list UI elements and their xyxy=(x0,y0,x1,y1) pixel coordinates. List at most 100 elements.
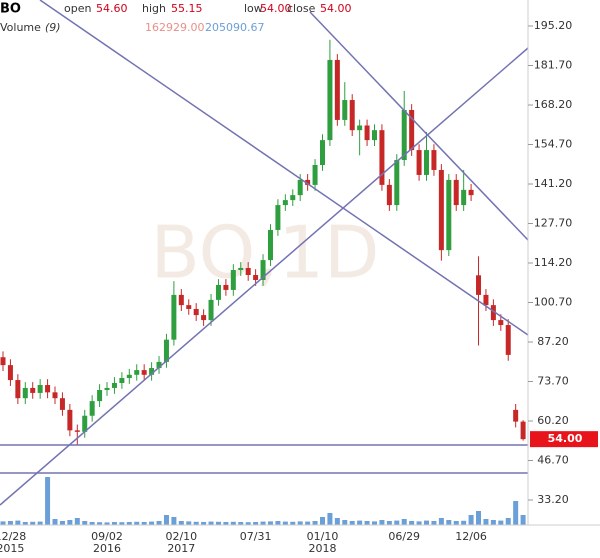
candle-body xyxy=(223,284,229,290)
candle-body xyxy=(461,189,467,206)
y-tick-label: 168.20 xyxy=(534,98,573,111)
volume-bar xyxy=(30,521,36,525)
y-tick-label: 100.70 xyxy=(534,296,573,309)
candle-body xyxy=(438,169,444,251)
volume-bar xyxy=(372,521,377,525)
volume-bar xyxy=(15,520,21,525)
trend-line xyxy=(0,47,529,506)
trend-lines xyxy=(0,0,529,506)
volume-bar xyxy=(305,521,311,525)
close-value: 54.00 xyxy=(320,2,352,15)
candle-body xyxy=(357,125,363,131)
x-tick-label: 12/06 xyxy=(455,530,487,543)
candle-body xyxy=(416,150,422,175)
volume-bar xyxy=(134,521,140,525)
candle-body xyxy=(319,140,325,165)
volume-bar xyxy=(245,522,251,525)
candle-body xyxy=(372,130,377,141)
x-tick-label: 06/29 xyxy=(388,530,420,543)
volume-bar xyxy=(215,521,221,525)
candle-body xyxy=(156,361,162,369)
low-value: 54.00 xyxy=(260,2,292,15)
x-year-label: 2016 xyxy=(93,542,121,555)
volume-average: 205090.67 xyxy=(205,21,265,34)
volume-bar xyxy=(171,517,177,525)
candle-body xyxy=(401,109,407,161)
candle-body xyxy=(327,59,333,141)
volume-bar xyxy=(178,521,184,525)
candle-body xyxy=(37,385,43,393)
volume-bar xyxy=(379,520,385,525)
candle-body xyxy=(111,382,117,388)
candle-body xyxy=(424,150,430,175)
candle-body xyxy=(267,229,273,261)
last-price-label: 54.00 xyxy=(548,432,583,445)
volume-bar xyxy=(424,520,430,525)
last-price-box xyxy=(530,431,598,448)
candle-body xyxy=(52,392,58,399)
candle-body xyxy=(59,398,65,410)
candle-body xyxy=(253,275,259,280)
volume-bar xyxy=(520,515,526,525)
volume-bar xyxy=(22,522,28,525)
candle-body xyxy=(30,387,36,393)
candle-body xyxy=(178,294,184,306)
low-label: low xyxy=(244,2,263,15)
candle-body xyxy=(89,401,95,416)
volume-bar xyxy=(461,520,467,525)
volume-bar xyxy=(141,522,147,525)
candle-body xyxy=(305,179,311,185)
volume-layer xyxy=(0,477,526,525)
candle-body xyxy=(215,284,221,300)
candle-body xyxy=(7,365,13,381)
candle-body xyxy=(245,267,251,276)
candle-body xyxy=(149,368,155,375)
candle-body xyxy=(22,387,28,399)
volume-bar xyxy=(74,518,80,525)
x-tick-label: 12/28 xyxy=(0,530,26,543)
y-tick-label: 87.20 xyxy=(537,335,569,348)
y-tick-label: 114.20 xyxy=(534,256,573,269)
volume-bar xyxy=(59,521,65,525)
volume-bar xyxy=(201,522,207,525)
volume-bar xyxy=(342,520,348,525)
volume-bar xyxy=(7,521,13,525)
trend-line xyxy=(309,11,529,241)
y-tick-label: 195.20 xyxy=(534,19,573,32)
volume-bar xyxy=(498,520,504,525)
candle-body xyxy=(141,370,147,375)
y-tick-label: 127.70 xyxy=(534,217,573,230)
trend-line xyxy=(39,0,529,336)
candle-body xyxy=(171,294,177,340)
y-tick-label: 60.20 xyxy=(537,414,569,427)
volume-bar xyxy=(208,521,214,525)
symbol: BO xyxy=(0,2,21,17)
candle-body xyxy=(334,59,340,120)
candle-body xyxy=(238,267,244,271)
candle-body xyxy=(163,339,169,362)
volume-bar xyxy=(357,520,363,525)
candle-body xyxy=(126,374,132,379)
volume-bar xyxy=(319,517,325,525)
volume-bar xyxy=(290,521,296,525)
volume-bar xyxy=(156,521,162,525)
volume-bar xyxy=(253,522,259,525)
y-tick-label: 73.70 xyxy=(537,375,569,388)
candle-body xyxy=(45,385,51,393)
volume-bar xyxy=(119,522,125,525)
candle-body xyxy=(208,299,214,321)
volume-bar xyxy=(267,521,273,525)
volume-bar xyxy=(416,521,422,525)
x-tick-label: 01/10 xyxy=(307,530,339,543)
volume-bar xyxy=(104,522,110,525)
volume-bar xyxy=(483,519,489,525)
candle-body xyxy=(119,378,125,383)
volume-bar xyxy=(312,521,318,525)
volume-bar xyxy=(446,520,452,525)
candle-body xyxy=(394,160,400,206)
volume-bar xyxy=(505,518,511,525)
volume-bar xyxy=(97,522,103,525)
volume-bar xyxy=(349,521,355,525)
y-tick-label: 141.20 xyxy=(534,177,573,190)
